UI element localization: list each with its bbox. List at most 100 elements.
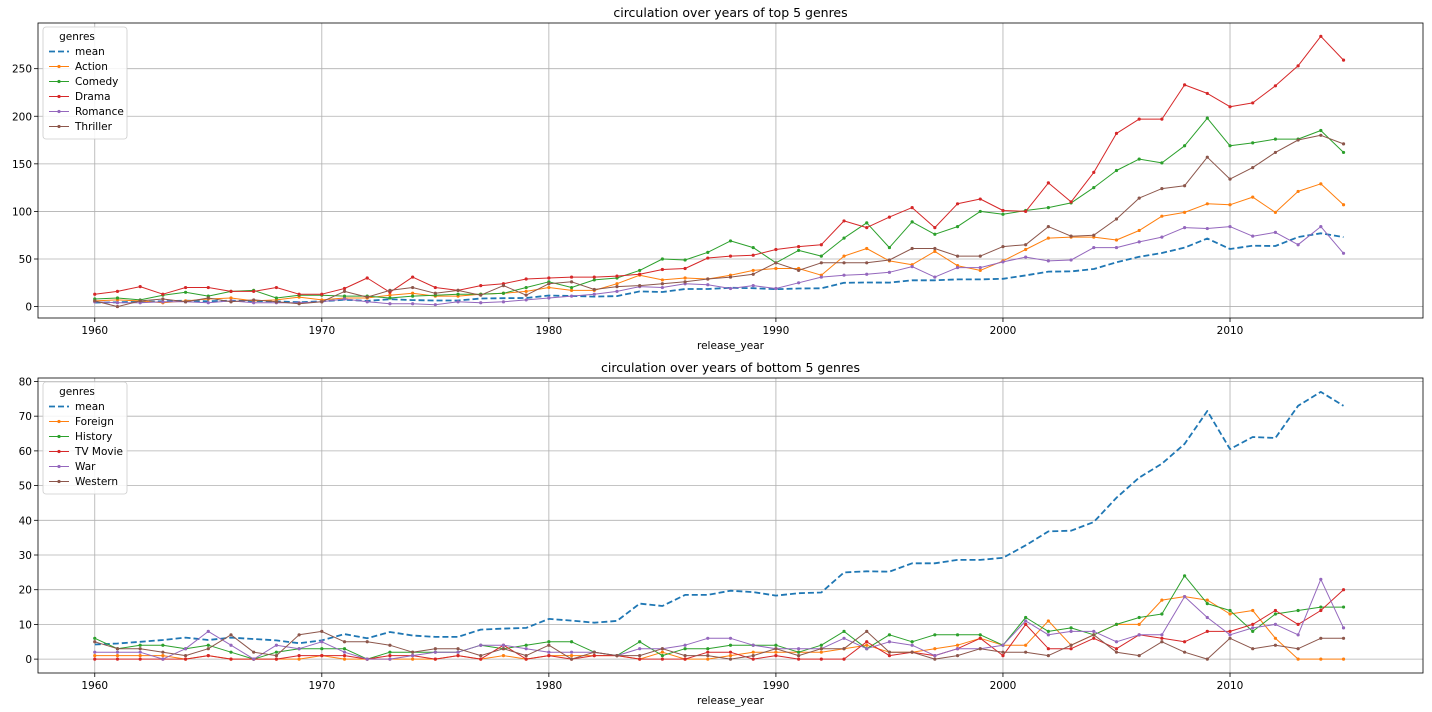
- data-point: [1114, 650, 1119, 654]
- data-point: [1024, 643, 1028, 647]
- data-point: [728, 654, 733, 658]
- data-point: [1182, 144, 1187, 148]
- data-point: [1319, 182, 1323, 186]
- x-tick-label: 1980: [535, 325, 562, 337]
- data-point: [1319, 605, 1323, 609]
- data-point: [1069, 643, 1073, 647]
- data-point: [388, 293, 392, 297]
- data-point: [660, 267, 664, 272]
- data-point: [569, 285, 574, 290]
- data-point: [933, 657, 937, 661]
- series-western: [93, 629, 1346, 661]
- data-point: [342, 294, 347, 298]
- data-point: [1251, 166, 1255, 170]
- data-point: [592, 278, 596, 282]
- data-point: [93, 654, 97, 658]
- legend-marker: [57, 434, 61, 439]
- data-point: [706, 657, 710, 661]
- data-point: [751, 268, 755, 273]
- data-point: [615, 654, 619, 658]
- data-point: [842, 636, 846, 640]
- x-tick-label: 1970: [308, 680, 335, 692]
- data-point: [910, 643, 914, 647]
- data-point: [797, 654, 801, 658]
- data-point: [751, 657, 755, 661]
- data-point: [1160, 636, 1164, 640]
- data-point: [1296, 633, 1300, 637]
- data-point: [1046, 206, 1050, 210]
- data-point: [456, 292, 460, 296]
- data-point: [1205, 601, 1209, 606]
- data-point: [1228, 629, 1232, 633]
- data-point: [1251, 234, 1255, 238]
- series-mean: [94, 232, 1344, 304]
- data-point: [115, 647, 120, 651]
- data-point: [933, 647, 937, 651]
- data-point: [1182, 595, 1187, 599]
- data-point: [206, 647, 210, 651]
- chart-panel-2: 1960 1970 1980 1990 2000 2010 0 10 20 30 40 50 60 70 8…: [19, 360, 1424, 707]
- data-point: [456, 300, 460, 304]
- data-point: [479, 301, 483, 305]
- data-point: [819, 657, 823, 661]
- data-point: [456, 650, 460, 654]
- data-point: [819, 261, 823, 265]
- data-point: [819, 647, 823, 651]
- legend-label: Action: [75, 61, 108, 73]
- data-point: [683, 258, 687, 262]
- data-point: [955, 647, 960, 651]
- data-point: [274, 300, 279, 304]
- data-point: [797, 245, 801, 249]
- series-mean: [94, 391, 1344, 646]
- data-point: [592, 650, 596, 654]
- data-point: [751, 650, 755, 654]
- data-point: [547, 282, 551, 286]
- data-point: [842, 261, 846, 265]
- data-point: [183, 290, 188, 294]
- data-point: [1069, 234, 1073, 238]
- data-point: [1160, 235, 1164, 239]
- data-point: [1182, 650, 1187, 654]
- data-point: [161, 643, 165, 647]
- data-point: [274, 285, 279, 290]
- data-point: [1069, 200, 1073, 204]
- data-point: [161, 292, 165, 296]
- data-point: [1182, 640, 1187, 644]
- data-point: [547, 650, 551, 654]
- legend-label: mean: [75, 401, 105, 413]
- data-point: [388, 654, 392, 658]
- data-point: [887, 270, 892, 274]
- data-point: [683, 647, 687, 651]
- data-point: [955, 265, 960, 270]
- data-point: [797, 248, 801, 253]
- legend-label: Foreign: [75, 416, 114, 428]
- data-point: [342, 289, 347, 293]
- data-point: [774, 286, 778, 291]
- data-point: [388, 302, 392, 306]
- data-point: [797, 650, 801, 654]
- data-point: [1273, 636, 1278, 640]
- data-point: [1228, 177, 1232, 181]
- x-axis-label: release_year: [697, 340, 765, 352]
- data-point: [1137, 117, 1141, 121]
- data-point: [955, 654, 960, 658]
- data-point: [1046, 181, 1050, 185]
- data-point: [524, 657, 528, 661]
- data-point: [297, 302, 301, 306]
- data-point: [547, 643, 551, 647]
- data-point: [683, 643, 687, 647]
- data-point: [1205, 155, 1209, 159]
- data-point: [1341, 588, 1346, 592]
- chart-title: circulation over years of bottom 5 genre…: [601, 360, 860, 375]
- data-point: [547, 640, 551, 644]
- data-point: [865, 629, 869, 633]
- data-point: [955, 254, 960, 258]
- data-point: [819, 650, 823, 654]
- data-point: [706, 283, 710, 287]
- data-point: [479, 654, 483, 658]
- legend-marker: [57, 109, 61, 114]
- data-point: [1001, 643, 1005, 647]
- data-point: [728, 636, 733, 640]
- data-point: [501, 284, 506, 288]
- data-point: [1341, 605, 1346, 609]
